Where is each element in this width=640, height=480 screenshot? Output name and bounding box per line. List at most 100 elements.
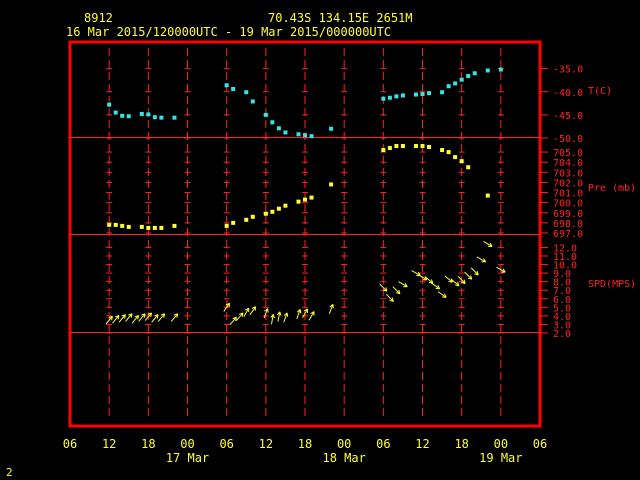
wind-arrow-head bbox=[382, 289, 388, 292]
wind-arrow-head bbox=[225, 302, 230, 306]
wind-arrow-head bbox=[502, 268, 506, 273]
date-label: 17 Mar bbox=[166, 451, 209, 465]
time-tick-label: 06 bbox=[219, 437, 233, 451]
date-label: 19 Mar bbox=[479, 451, 522, 465]
pressure-point bbox=[172, 223, 177, 228]
pressure-point bbox=[270, 209, 275, 214]
wind-series bbox=[105, 241, 506, 326]
y-tick-label: -45.0 bbox=[553, 111, 583, 122]
wind-arrow bbox=[118, 314, 126, 323]
pressure-point bbox=[126, 224, 131, 229]
pressure-point bbox=[244, 217, 249, 222]
wind-arrow-head bbox=[232, 316, 237, 320]
y-tick-label: 5.0 bbox=[553, 303, 571, 314]
temperature-point bbox=[453, 81, 458, 86]
temperature-point bbox=[446, 84, 451, 89]
pressure-point bbox=[329, 182, 334, 187]
temperature-point bbox=[459, 77, 464, 82]
temperature-point bbox=[413, 92, 418, 97]
wind-arrow-shaft bbox=[296, 309, 301, 320]
wind-arrow-head bbox=[130, 313, 133, 318]
wind-arrow-head bbox=[395, 292, 401, 295]
wind-arrow bbox=[236, 312, 244, 321]
wind-arrow bbox=[283, 312, 289, 323]
wind-arrow-shaft bbox=[464, 271, 473, 280]
wind-arrow-shaft bbox=[283, 312, 288, 323]
temperature-axis: -35.0 -40.0 -45.0 -50.0 bbox=[540, 65, 583, 145]
temperature-point bbox=[394, 94, 399, 99]
wind-arrow-shaft bbox=[496, 266, 506, 273]
wind-arrow bbox=[125, 313, 133, 322]
wind-arrow-shaft bbox=[271, 314, 274, 325]
temperature-point bbox=[303, 133, 307, 138]
wind-arrow-head bbox=[124, 314, 126, 319]
wind-arrow bbox=[476, 256, 487, 263]
y-tick-label: -50.0 bbox=[553, 134, 583, 145]
wind-arrow-head bbox=[437, 284, 441, 290]
temperature-point bbox=[427, 91, 432, 96]
wind-arrow-shaft bbox=[424, 276, 434, 284]
pressure-point bbox=[296, 199, 301, 204]
wind-arrow-head bbox=[450, 278, 453, 283]
time-tick-label: 12 bbox=[259, 437, 273, 451]
temperature-point bbox=[152, 115, 157, 120]
wind-arrow-shaft bbox=[157, 313, 165, 322]
wind-arrow-shaft bbox=[328, 304, 334, 314]
wind-arrow-shaft bbox=[263, 308, 269, 319]
wind-arrow-head bbox=[141, 313, 146, 316]
wind-arrow-head bbox=[176, 313, 179, 318]
wind-arrow bbox=[483, 241, 493, 247]
station-location: 70.43S 134.15E 2651M bbox=[268, 11, 413, 25]
pressure-point bbox=[250, 214, 255, 219]
pressure-axis: 705.0704.0703.0702.0701.0700.0699.0698.0… bbox=[540, 148, 583, 240]
wind-arrow-shaft bbox=[417, 274, 428, 281]
wind-arrow-head bbox=[430, 279, 434, 284]
temperature-point bbox=[113, 110, 118, 115]
wind-arrow-shaft bbox=[170, 313, 179, 322]
temperature-point bbox=[244, 90, 249, 95]
wind-arrow-head bbox=[483, 258, 487, 263]
wind-arrow bbox=[131, 315, 139, 324]
time-tick-label: 06 bbox=[376, 437, 390, 451]
wind-arrow-head bbox=[111, 316, 113, 321]
time-tick-label: 06 bbox=[533, 437, 547, 451]
wind-arrow-head bbox=[310, 311, 315, 315]
wind-arrow-head bbox=[108, 315, 113, 319]
wind-arrow-head bbox=[264, 308, 268, 312]
pressure-point bbox=[231, 220, 236, 225]
pressure-panel-label: Pre (mb) bbox=[588, 183, 636, 194]
temperature-point bbox=[466, 74, 471, 79]
wind-arrow bbox=[144, 312, 153, 321]
wind-arrow bbox=[308, 311, 315, 321]
wind-arrow-head bbox=[239, 312, 244, 315]
wind-arrow-head bbox=[150, 312, 153, 317]
wind-arrow bbox=[470, 267, 479, 276]
pressure-point bbox=[466, 165, 471, 170]
pressure-point bbox=[152, 225, 157, 230]
wind-arrow-shaft bbox=[431, 282, 440, 290]
wind-arrow-head bbox=[398, 289, 401, 294]
y-tick-label: 9.0 bbox=[553, 269, 571, 280]
wind-arrow-head bbox=[404, 283, 408, 287]
wind-arrow bbox=[431, 282, 441, 290]
pressure-point bbox=[146, 225, 151, 230]
pressure-point bbox=[113, 222, 118, 227]
wind-arrow-head bbox=[115, 315, 120, 318]
pressure-point bbox=[420, 144, 425, 149]
wind-arrow-shaft bbox=[476, 256, 486, 263]
temperature-point bbox=[387, 95, 392, 100]
wind-arrow-shaft bbox=[112, 315, 120, 324]
wind-arrow-head bbox=[156, 314, 159, 319]
y-tick-label: 8.0 bbox=[553, 278, 571, 289]
wind-arrow-head bbox=[163, 313, 166, 318]
wind-arrow bbox=[263, 308, 269, 319]
wind-arrow bbox=[302, 308, 308, 318]
temperature-series bbox=[107, 67, 503, 139]
wind-arrow-head bbox=[489, 242, 493, 247]
wind-arrow-head bbox=[454, 284, 460, 287]
pressure-point bbox=[159, 225, 164, 230]
wind-arrow bbox=[223, 302, 231, 312]
station-id: 8912 bbox=[84, 11, 113, 25]
pressure-point bbox=[427, 145, 432, 150]
